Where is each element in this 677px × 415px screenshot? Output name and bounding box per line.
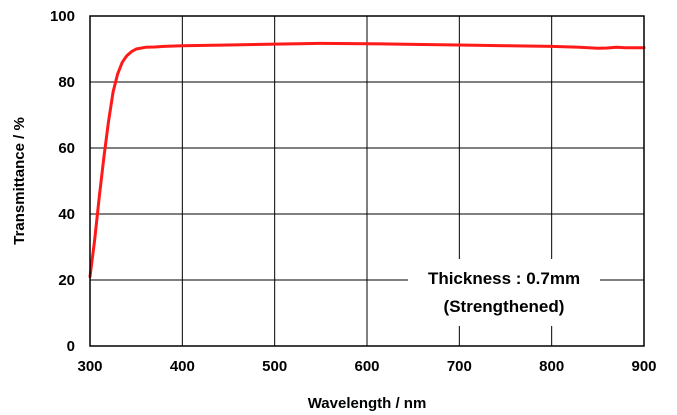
plot-frame — [89, 15, 645, 347]
annotation-background — [408, 259, 600, 326]
y-tick-label: 20 — [58, 272, 75, 289]
y-tick-label: 80 — [58, 74, 75, 91]
x-tick-labels: 300 400 500 600 700 800 900 — [77, 358, 656, 375]
x-tick-label: 500 — [262, 358, 287, 375]
series-line — [88, 41, 646, 279]
annotation-line-1: Thickness : 0.7mm — [428, 269, 580, 288]
y-axis-label: Transmittance / % — [11, 117, 28, 245]
x-axis-label: Wavelength / nm — [308, 395, 427, 412]
x-tick-label: 800 — [539, 358, 564, 375]
x-tick-label: 700 — [447, 358, 472, 375]
y-tick-label: 60 — [58, 140, 75, 157]
y-tick-label: 40 — [58, 206, 75, 223]
y-tick-label: 0 — [67, 338, 75, 355]
annotation-line-2: (Strengthened) — [444, 297, 565, 316]
x-tick-label: 600 — [354, 358, 379, 375]
annotation-box: Thickness : 0.7mm (Strengthened) — [408, 259, 600, 326]
y-tick-label: 100 — [50, 8, 75, 25]
y-tick-labels: 0 20 40 60 80 100 — [50, 8, 75, 355]
grid-lines — [90, 16, 644, 346]
series-layer — [88, 41, 646, 279]
x-tick-label: 400 — [170, 358, 195, 375]
x-tick-label: 900 — [631, 358, 656, 375]
x-tick-label: 300 — [77, 358, 102, 375]
